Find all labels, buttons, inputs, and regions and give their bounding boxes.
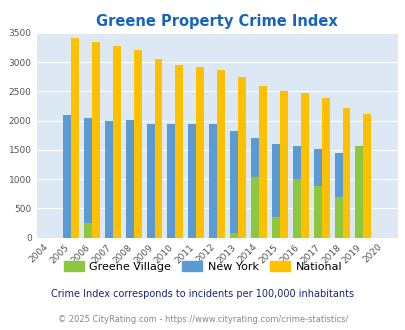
Bar <box>355 147 362 238</box>
Bar <box>334 197 342 238</box>
Bar <box>313 186 321 238</box>
Bar <box>113 47 120 238</box>
Bar <box>154 59 162 238</box>
Bar <box>92 42 100 238</box>
Text: © 2025 CityRating.com - https://www.cityrating.com/crime-statistics/: © 2025 CityRating.com - https://www.city… <box>58 315 347 324</box>
Bar <box>209 124 217 238</box>
Bar <box>133 50 141 238</box>
Bar <box>271 144 279 238</box>
Bar <box>292 147 300 238</box>
Bar <box>230 131 237 238</box>
Bar <box>146 124 154 238</box>
Bar <box>196 67 204 238</box>
Bar <box>188 124 196 238</box>
Bar <box>292 179 300 238</box>
Bar <box>342 109 350 238</box>
Bar <box>250 138 258 238</box>
Bar <box>71 38 79 238</box>
Bar <box>63 115 71 238</box>
Bar <box>237 78 245 238</box>
Bar <box>279 91 287 238</box>
Bar <box>334 153 342 238</box>
Bar <box>321 98 329 238</box>
Bar <box>230 233 237 238</box>
Bar <box>355 157 362 238</box>
Text: Crime Index corresponds to incidents per 100,000 inhabitants: Crime Index corresponds to incidents per… <box>51 289 354 299</box>
Bar <box>217 70 225 238</box>
Bar <box>271 217 279 238</box>
Bar <box>167 124 175 238</box>
Bar <box>126 119 133 238</box>
Bar <box>84 223 92 238</box>
Bar <box>84 118 92 238</box>
Bar <box>175 65 183 238</box>
Bar <box>104 121 113 238</box>
Bar <box>250 177 258 238</box>
Bar <box>300 93 308 238</box>
Bar <box>258 85 266 238</box>
Bar <box>362 114 371 238</box>
Bar <box>313 149 321 238</box>
Title: Greene Property Crime Index: Greene Property Crime Index <box>96 14 337 29</box>
Legend: Greene Village, New York, National: Greene Village, New York, National <box>59 256 346 276</box>
